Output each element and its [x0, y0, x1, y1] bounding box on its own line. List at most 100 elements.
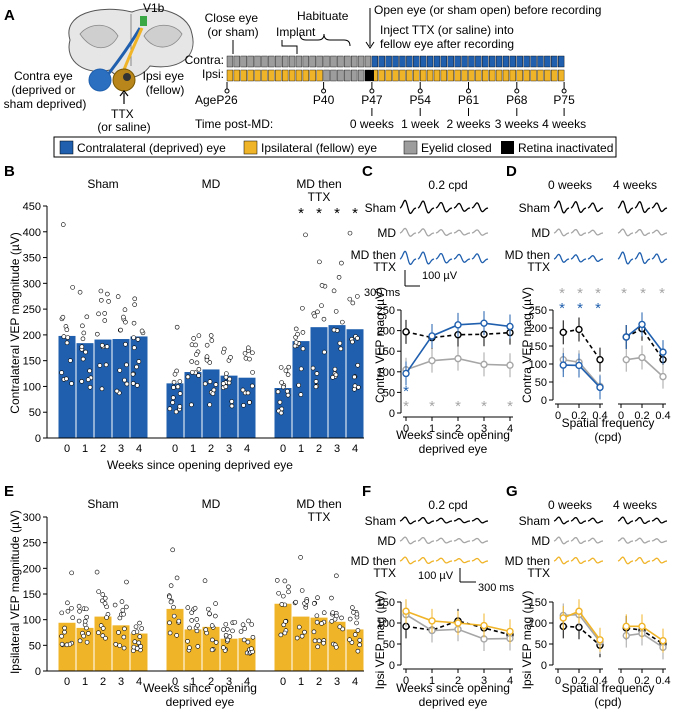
- vep-trace-md-ttx: [399, 250, 417, 266]
- data-point: [132, 296, 138, 302]
- data-point: [314, 371, 320, 376]
- d-trace-label-mdttx-2: TTX: [527, 260, 550, 274]
- group-title: MD then: [296, 497, 341, 511]
- timeline-cell-contra: [523, 55, 530, 68]
- series-line-sham: [563, 328, 601, 361]
- data-point: [315, 309, 320, 315]
- implant-label: Implant: [276, 25, 316, 39]
- brain-schematic: V1b Contra eye (deprived or sham deprive…: [4, 1, 194, 134]
- x-tick-label: 0.4: [592, 410, 607, 422]
- data-point: [221, 627, 226, 632]
- timeline-cell-contra: [261, 55, 268, 68]
- panel-label-g: G: [506, 483, 518, 500]
- f-trace-label-sham: Sham: [365, 514, 396, 528]
- data-point: [280, 593, 286, 599]
- data-point: [136, 359, 142, 364]
- data-point: [299, 588, 305, 593]
- timeline-cell-ipsi: [261, 69, 268, 82]
- data-point: [347, 616, 353, 622]
- vep-trace-md: [399, 536, 416, 545]
- data-point: [333, 644, 339, 650]
- age-P26: P26: [216, 93, 238, 107]
- data-point: [187, 625, 192, 631]
- data-point: [294, 635, 300, 641]
- data-point: [65, 608, 71, 614]
- data-point: [293, 599, 299, 605]
- ttx-label: TTX (or saline): [97, 107, 150, 134]
- data-point: [278, 410, 284, 416]
- data-point: [247, 356, 252, 362]
- data-point: [317, 259, 322, 265]
- ipsi-eye-icon: [112, 68, 136, 92]
- data-point: [170, 400, 175, 405]
- timeline-cell-ipsi: [413, 69, 420, 82]
- vep-trace-md-ttx: [435, 252, 453, 264]
- f-title: 0.2 cpd: [428, 498, 467, 512]
- vep-trace-md: [587, 229, 603, 236]
- data-point: [638, 622, 646, 631]
- data-point: [352, 374, 357, 380]
- timeline-cell-contra: [544, 55, 551, 68]
- data-point: [62, 625, 67, 631]
- vep-trace-md-ttx: [570, 556, 586, 565]
- data-point: [167, 594, 172, 600]
- data-point: [131, 630, 137, 635]
- x-tick-label: 1: [429, 423, 435, 435]
- data-point: [202, 578, 208, 584]
- data-point: [312, 638, 318, 644]
- timeline-cell-contra: [282, 55, 289, 68]
- data-point: [69, 570, 74, 576]
- x-tick-label: 0.2: [634, 410, 649, 422]
- data-point: [330, 375, 336, 380]
- timeline-cell-ipsi: [378, 69, 385, 82]
- d-traces: [553, 200, 668, 265]
- panel-label-a: A: [4, 7, 15, 24]
- x-tick-label: 3: [481, 423, 487, 435]
- vep-trace-md-ttx: [453, 558, 470, 564]
- data-point: [132, 345, 137, 350]
- timeline-cell-contra: [226, 55, 234, 68]
- x-tick-label: 0: [555, 410, 561, 422]
- data-point: [118, 327, 123, 333]
- data-point: [99, 343, 105, 348]
- y-tick-label: 100: [529, 359, 547, 371]
- timeline-cell-contra: [426, 55, 434, 68]
- data-point: [132, 639, 138, 644]
- data-point: [134, 364, 139, 370]
- time-0: 0 weeks: [350, 117, 394, 131]
- y-tick-label: 50: [383, 639, 395, 651]
- vep-trace-md-ttx: [587, 255, 603, 262]
- x-tick-label: 4: [507, 675, 513, 687]
- data-point: [332, 616, 338, 622]
- data-point: [130, 371, 136, 377]
- group-title: TTX: [308, 510, 331, 524]
- data-point: [177, 391, 183, 396]
- data-point: [79, 344, 85, 349]
- y-tick-label: 150: [529, 341, 547, 353]
- y-tick-label: 0: [35, 666, 41, 678]
- data-point: [76, 618, 82, 624]
- data-point: [238, 629, 244, 634]
- data-point: [355, 628, 361, 633]
- vep-trace-sham: [617, 516, 633, 525]
- timeline-cell-contra: [461, 55, 468, 68]
- series-line-md-then-ttx: [625, 323, 664, 353]
- data-point: [112, 602, 118, 608]
- data-point: [190, 370, 195, 375]
- y-tick-label: 100: [23, 381, 41, 393]
- data-point: [167, 630, 173, 636]
- series-line-sham: [405, 620, 511, 636]
- timeline-cell-ipsi: [275, 69, 282, 82]
- data-point: [94, 569, 100, 575]
- data-point: [559, 328, 567, 337]
- contra-eye-icon: [88, 68, 112, 92]
- x-tick-label: 0: [64, 443, 70, 455]
- data-point: [103, 362, 109, 368]
- vep-trace-sham: [553, 516, 569, 525]
- timeline-cell-contra: [330, 55, 337, 68]
- data-point: [331, 327, 337, 333]
- data-point: [356, 384, 361, 390]
- bar: [274, 603, 292, 672]
- data-point: [357, 637, 363, 643]
